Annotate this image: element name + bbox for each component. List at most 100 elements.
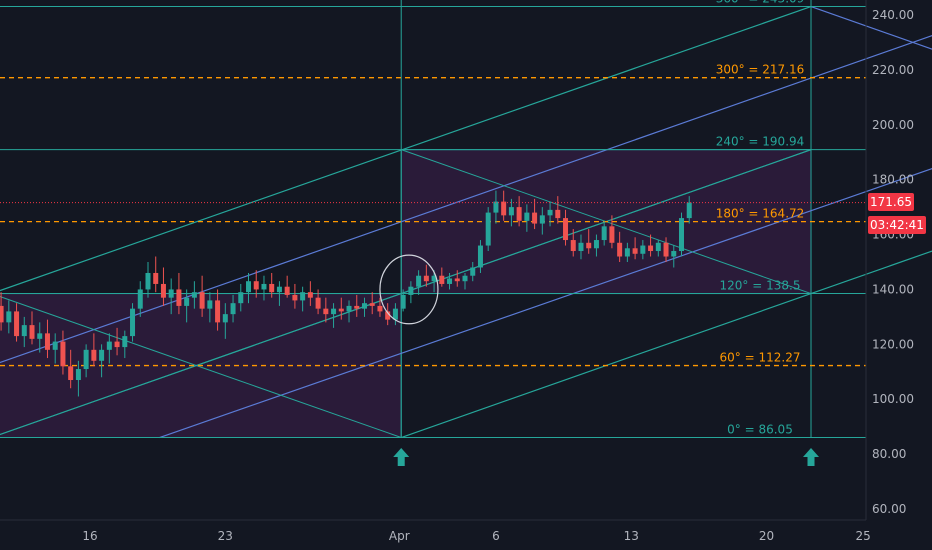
candle-body[interactable] (508, 207, 514, 216)
time-axis-tick-label: 25 (856, 529, 871, 543)
candle-body[interactable] (6, 311, 12, 323)
candle-body[interactable] (578, 242, 584, 252)
candle-body[interactable] (168, 289, 174, 298)
candle-body[interactable] (377, 305, 383, 312)
candle-body[interactable] (114, 341, 120, 348)
candle-body[interactable] (470, 267, 476, 276)
candle-body[interactable] (361, 303, 367, 309)
candle-body[interactable] (485, 212, 491, 246)
candle-body[interactable] (601, 226, 607, 241)
candle-body[interactable] (261, 283, 267, 290)
candle-body[interactable] (52, 341, 58, 350)
candle-body[interactable] (0, 305, 4, 323)
candle-body[interactable] (331, 308, 337, 315)
candle-body[interactable] (671, 251, 677, 257)
candle-body[interactable] (130, 308, 136, 337)
candle-body[interactable] (230, 303, 236, 315)
candle-body[interactable] (21, 325, 27, 337)
candle-body[interactable] (207, 300, 213, 309)
candle-body[interactable] (655, 242, 661, 252)
candle-body[interactable] (462, 275, 468, 282)
candle-body[interactable] (160, 283, 166, 298)
candle-body[interactable] (501, 201, 507, 216)
candle-body[interactable] (145, 272, 151, 290)
candle-body[interactable] (307, 292, 313, 298)
candle-body[interactable] (493, 201, 499, 213)
candle-body[interactable] (292, 294, 298, 301)
candle-body[interactable] (624, 248, 630, 257)
candle-body[interactable] (632, 248, 638, 254)
candle-body[interactable] (609, 226, 615, 243)
candle-body[interactable] (37, 333, 43, 339)
candle-body[interactable] (524, 212, 530, 221)
candle-body[interactable] (300, 292, 306, 301)
candle-body[interactable] (184, 297, 190, 306)
last-price-badge (868, 193, 914, 211)
candle-body[interactable] (246, 281, 252, 293)
candle-body[interactable] (447, 278, 453, 284)
candle-body[interactable] (640, 245, 646, 254)
candle-body[interactable] (91, 349, 97, 361)
candle-body[interactable] (400, 294, 406, 309)
candle-body[interactable] (99, 349, 105, 361)
candle-body[interactable] (369, 303, 375, 306)
candle-body[interactable] (392, 308, 398, 320)
candle-body[interactable] (122, 336, 128, 348)
time-axis-tick-label: 23 (218, 529, 233, 543)
candle-body[interactable] (385, 311, 391, 320)
last-price-label: 171.65 (870, 195, 912, 209)
candle-body[interactable] (68, 366, 74, 381)
candle-body[interactable] (276, 286, 282, 293)
candle-body[interactable] (408, 286, 414, 295)
candle-body[interactable] (678, 218, 684, 252)
candle-body[interactable] (477, 245, 483, 268)
candle-body[interactable] (431, 275, 437, 282)
candle-body[interactable] (439, 275, 445, 284)
candle-body[interactable] (547, 209, 553, 216)
candle-body[interactable] (354, 305, 360, 309)
candle-body[interactable] (29, 325, 35, 339)
candle-body[interactable] (222, 314, 228, 323)
candle-body[interactable] (648, 245, 654, 252)
candle-body[interactable] (416, 275, 422, 287)
candle-body[interactable] (454, 278, 460, 282)
candle-body[interactable] (44, 333, 50, 350)
highlight-circle (379, 254, 439, 325)
candle-body[interactable] (199, 292, 205, 309)
candle-body[interactable] (338, 308, 344, 312)
candle-body[interactable] (14, 311, 20, 337)
candle-body[interactable] (539, 215, 545, 224)
time-axis[interactable]: 1623Apr6132025May (82, 529, 932, 543)
candle-body[interactable] (586, 242, 592, 249)
candle-body[interactable] (563, 218, 569, 241)
candle-body[interactable] (423, 275, 429, 282)
candle-body[interactable] (75, 369, 81, 381)
candle-body[interactable] (191, 292, 197, 298)
candle-body[interactable] (60, 341, 66, 367)
candle-body[interactable] (106, 341, 112, 350)
candle-body[interactable] (555, 209, 561, 219)
candle-body[interactable] (617, 242, 623, 257)
candle-body[interactable] (570, 240, 576, 252)
candle-body[interactable] (516, 207, 522, 221)
candle-body[interactable] (323, 308, 329, 315)
candlesticks[interactable] (0, 111, 692, 397)
candle-body[interactable] (284, 286, 290, 295)
candle-body[interactable] (83, 349, 89, 370)
candle-body[interactable] (137, 289, 143, 309)
candle-body[interactable] (686, 202, 692, 219)
candle-body[interactable] (315, 297, 321, 309)
candle-body[interactable] (215, 300, 221, 323)
candle-body[interactable] (238, 292, 244, 304)
candle-body[interactable] (346, 305, 352, 312)
candle-body[interactable] (663, 242, 669, 257)
price-axis-tick-label: 100.00 (872, 392, 914, 406)
candle-body[interactable] (153, 272, 159, 284)
candle-body[interactable] (253, 281, 259, 290)
candle-body[interactable] (176, 289, 182, 306)
candle-body[interactable] (269, 283, 275, 293)
candle-body[interactable] (593, 240, 599, 249)
gann-level-label: 120° = 138.5 (720, 279, 801, 293)
candle-body[interactable] (532, 212, 538, 224)
